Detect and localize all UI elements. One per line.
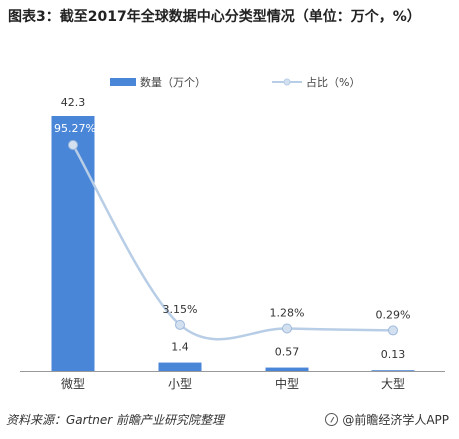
line-point: [68, 140, 78, 150]
brand-label: @前瞻经济学人APP: [342, 413, 449, 427]
bar: [51, 116, 95, 371]
line-point: [388, 325, 398, 336]
source-note: 资料来源：Gartner 前瞻产业研究院整理: [6, 413, 225, 427]
line-series-share: [71, 144, 394, 341]
bar-value-label: 42.3: [61, 96, 86, 109]
brand: @前瞻经济学人APP: [325, 411, 449, 428]
bar-value-label: 0.57: [275, 346, 300, 359]
line-point-label: 3.15%: [163, 303, 198, 316]
legend-label-bar: 数量（万个）: [140, 76, 206, 89]
line-point: [175, 319, 185, 330]
x-tick-label: 大型: [381, 377, 405, 391]
bar-value-label: 1.4: [171, 341, 189, 354]
footer: 资料来源：Gartner 前瞻产业研究院整理 @前瞻经济学人APP: [6, 411, 449, 431]
x-tick-label: 小型: [168, 377, 192, 391]
chart-canvas: 数量（万个） 占比（%） 42.3 1.4 0.57 0.13 微型 小型 中型 大型 95.27%…: [20, 75, 445, 391]
legend-label-line: 占比（%）: [306, 75, 360, 89]
line-point: [282, 323, 292, 334]
legend-marker-line: [283, 78, 291, 86]
line-point-label: 1.28%: [270, 307, 305, 320]
bar: [158, 362, 202, 371]
legend-swatch-bar: [110, 78, 136, 86]
line-point-label: 0.29%: [376, 308, 411, 321]
bar: [265, 367, 309, 371]
x-tick-label: 微型: [61, 377, 85, 391]
chart-title: 图表3：截至2017年全球数据中心分类型情况（单位：万个，%）: [8, 9, 421, 25]
x-tick-label: 中型: [275, 376, 299, 391]
bar: [371, 370, 415, 371]
bar-value-label: 0.13: [381, 348, 406, 361]
brand-logo-icon: [325, 413, 339, 426]
line-point-label: 95.27%: [54, 122, 96, 135]
